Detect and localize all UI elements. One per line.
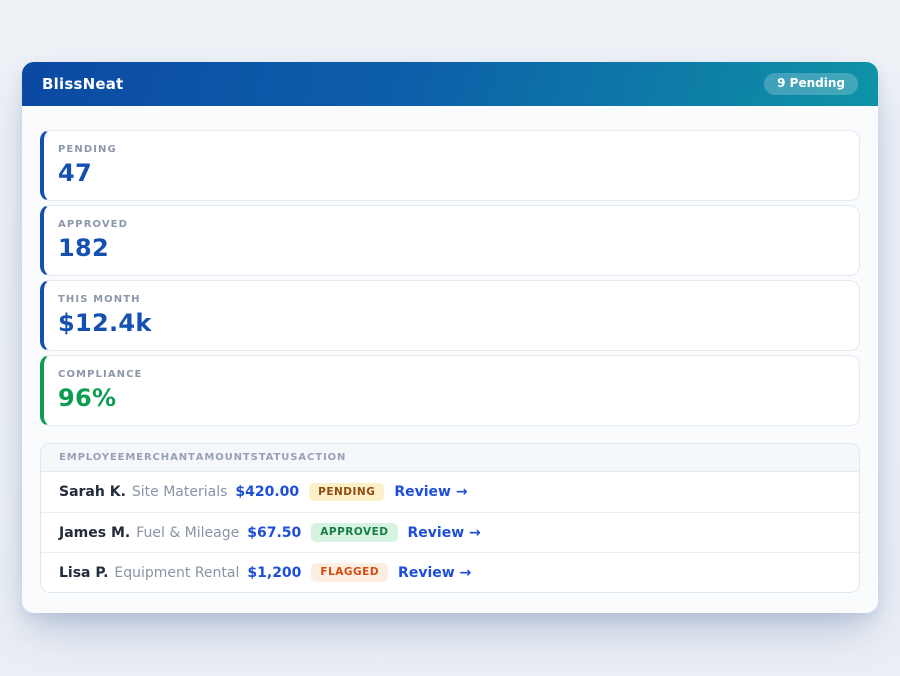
pending-count-badge: 9 Pending <box>764 73 858 95</box>
status-badge: FLAGGED <box>311 563 389 582</box>
stat-label: PENDING <box>58 144 117 155</box>
expense-amount: $1,200 <box>247 564 302 581</box>
stat-value: 182 <box>58 234 109 262</box>
stat-value: $12.4k <box>58 309 152 337</box>
table-row: Lisa P. Equipment Rental $1,200 FLAGGED … <box>41 552 859 592</box>
column-header-merchant: MERCHANT <box>125 452 196 463</box>
expense-table: EMPLOYEE MERCHANT AMOUNT STATUS ACTION Sarah… <box>40 443 860 593</box>
expense-amount: $67.50 <box>247 524 302 541</box>
column-header-status: STATUS <box>250 452 299 463</box>
app-card: BlissNeat 9 Pending PENDING 47 APPROVED … <box>22 62 878 613</box>
column-header-action: ACTION <box>298 452 347 463</box>
review-link[interactable]: Review → <box>398 564 472 581</box>
table-row: James M. Fuel & Mileage $67.50 APPROVED … <box>41 512 859 552</box>
status-badge: PENDING <box>309 482 385 502</box>
merchant-name: Fuel & Mileage <box>136 524 240 541</box>
review-link[interactable]: Review → <box>407 524 481 541</box>
table-row: Sarah K. Site Materials $420.00 PENDING … <box>41 472 859 512</box>
merchant-name: Equipment Rental <box>114 564 240 581</box>
stat-label: COMPLIANCE <box>58 369 143 380</box>
stat-value: 47 <box>58 159 92 187</box>
stat-card-compliance: COMPLIANCE 96% <box>40 355 860 426</box>
app-title: BlissNeat <box>42 75 124 93</box>
expense-amount: $420.00 <box>235 484 300 500</box>
status-badge: APPROVED <box>311 523 398 542</box>
review-link[interactable]: Review → <box>394 484 468 500</box>
employee-name: James M. <box>59 524 131 541</box>
app-content: PENDING 47 APPROVED 182 THIS MONTH $12.4… <box>22 106 878 613</box>
stat-card-this-month: THIS MONTH $12.4k <box>40 280 860 351</box>
stat-value: 96% <box>58 384 117 412</box>
stat-card-approved: APPROVED 182 <box>40 205 860 276</box>
employee-name: Sarah K. <box>59 484 126 500</box>
stat-card-pending: PENDING 47 <box>40 130 860 201</box>
column-header-employee: EMPLOYEE <box>59 452 126 463</box>
stat-label: THIS MONTH <box>58 294 141 305</box>
stat-label: APPROVED <box>58 219 129 230</box>
table-header-row: EMPLOYEE MERCHANT AMOUNT STATUS ACTION <box>41 444 859 472</box>
column-header-amount: AMOUNT <box>195 452 251 463</box>
employee-name: Lisa P. <box>59 564 109 581</box>
app-header: BlissNeat 9 Pending <box>22 62 878 106</box>
merchant-name: Site Materials <box>131 484 228 500</box>
